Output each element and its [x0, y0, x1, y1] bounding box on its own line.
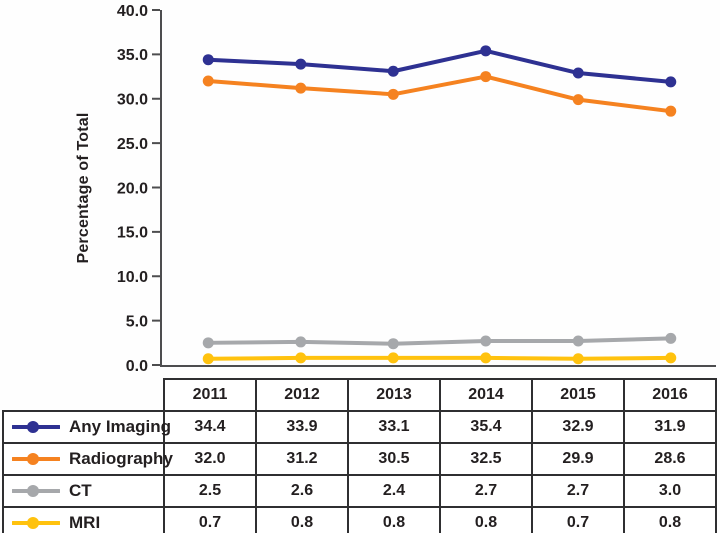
- legend-marker-ct-icon: [12, 485, 60, 497]
- year-header-2011: 2011: [163, 378, 257, 412]
- value-cell-any-imaging-2016: 31.9: [623, 410, 717, 444]
- legend-cell-any-imaging: Any Imaging: [2, 410, 171, 444]
- table-row-radiography: Radiography 32.0 31.2 30.5 32.5 29.9 28.6: [2, 442, 717, 476]
- value-cell-any-imaging-2011: 34.4: [163, 410, 257, 444]
- data-point-any-imaging-2016: [665, 76, 677, 88]
- value-cell-mri-2013: 0.8: [347, 506, 441, 533]
- data-point-radiography-2013: [387, 88, 399, 100]
- table-corner-cell: [3, 379, 164, 411]
- data-point-radiography-2015: [572, 94, 584, 106]
- value-cell-radiography-2011: 32.0: [163, 442, 257, 476]
- y-axis-tick-label: 25.0: [117, 136, 148, 153]
- legend-marker-radiography-icon: [12, 453, 60, 465]
- value-cell-mri-2016: 0.8: [623, 506, 717, 533]
- line-chart: 0.0 5.0 10.0 15.0 20.0 25.0 30.0 35.0 40.0 Percen…: [75, 3, 716, 375]
- data-point-ct-2016: [665, 332, 677, 344]
- data-point-any-imaging-2015: [572, 67, 584, 79]
- legend-marker-any-imaging-icon: [12, 421, 60, 433]
- value-cell-mri-2012: 0.8: [255, 506, 349, 533]
- year-header-2013: 2013: [347, 378, 441, 412]
- y-axis-tick-label: 40.0: [117, 3, 148, 20]
- value-cell-radiography-2015: 29.9: [531, 442, 625, 476]
- legend-cell-ct: CT: [2, 474, 165, 508]
- data-point-mri-2012: [295, 352, 307, 364]
- value-cell-mri-2014: 0.8: [439, 506, 533, 533]
- value-cell-radiography-2016: 28.6: [623, 442, 717, 476]
- value-cell-ct-2012: 2.6: [255, 474, 349, 508]
- y-axis-tick-label: 5.0: [126, 313, 148, 330]
- value-cell-ct-2011: 2.5: [163, 474, 257, 508]
- table-row-any-imaging: Any Imaging 34.4 33.9 33.1 35.4 32.9 31.9: [2, 410, 717, 444]
- value-cell-mri-2015: 0.7: [531, 506, 625, 533]
- data-point-mri-2013: [387, 352, 399, 364]
- data-table: 2011 2012 2013 2014 2015 2016 Any Imaging 34.4 3…: [2, 378, 717, 533]
- series-line-mri: [206, 355, 673, 361]
- value-cell-ct-2015: 2.7: [531, 474, 625, 508]
- year-header-2016: 2016: [623, 378, 717, 412]
- data-point-ct-2012: [295, 336, 307, 348]
- year-header-2014: 2014: [439, 378, 533, 412]
- series-label-any-imaging: Any Imaging: [69, 417, 172, 436]
- value-cell-radiography-2014: 32.5: [439, 442, 533, 476]
- value-cell-ct-2013: 2.4: [347, 474, 441, 508]
- series-label-radiography: Radiography: [69, 449, 173, 468]
- table-row-mri: MRI 0.7 0.8 0.8 0.8 0.7 0.8: [2, 506, 717, 533]
- series-label-ct: CT: [69, 481, 92, 500]
- data-point-radiography-2011: [202, 75, 214, 87]
- data-point-mri-2011: [202, 353, 214, 365]
- legend-marker-mri-icon: [12, 517, 60, 529]
- value-cell-radiography-2013: 30.5: [347, 442, 441, 476]
- series-line-any-imaging: [206, 48, 673, 84]
- data-point-ct-2011: [202, 337, 214, 349]
- value-cell-ct-2016: 3.0: [623, 474, 717, 508]
- value-cell-any-imaging-2015: 32.9: [531, 410, 625, 444]
- value-cell-any-imaging-2012: 33.9: [255, 410, 349, 444]
- data-point-radiography-2012: [295, 82, 307, 94]
- series-label-mri: MRI: [69, 513, 101, 532]
- data-point-any-imaging-2011: [202, 54, 214, 66]
- data-point-ct-2013: [387, 338, 399, 350]
- data-point-radiography-2016: [665, 105, 677, 117]
- year-header-2015: 2015: [531, 378, 625, 412]
- series-line-ct: [206, 336, 673, 346]
- data-point-mri-2015: [572, 353, 584, 365]
- y-axis-title: Percentage of Total: [75, 112, 92, 263]
- table-header-row: 2011 2012 2013 2014 2015 2016: [3, 378, 717, 412]
- value-cell-radiography-2012: 31.2: [255, 442, 349, 476]
- data-point-radiography-2014: [480, 71, 492, 83]
- legend-cell-radiography: Radiography: [2, 442, 173, 476]
- value-cell-any-imaging-2014: 35.4: [439, 410, 533, 444]
- y-axis-tick-label: 0.0: [126, 358, 148, 375]
- table-row-ct: CT 2.5 2.6 2.4 2.7 2.7 3.0: [2, 474, 717, 508]
- y-axis-tick-label: 15.0: [117, 225, 148, 242]
- data-point-any-imaging-2014: [480, 45, 492, 57]
- value-cell-mri-2011: 0.7: [163, 506, 257, 533]
- data-point-any-imaging-2012: [295, 58, 307, 70]
- legend-cell-mri: MRI: [2, 506, 165, 533]
- series-line-radiography: [206, 74, 673, 114]
- y-axis-tick-label: 35.0: [117, 47, 148, 64]
- year-header-2012: 2012: [255, 378, 349, 412]
- value-cell-any-imaging-2013: 33.1: [347, 410, 441, 444]
- value-cell-ct-2014: 2.7: [439, 474, 533, 508]
- data-point-ct-2014: [480, 335, 492, 347]
- data-point-mri-2016: [665, 352, 677, 364]
- y-axis-tick-label: 30.0: [117, 92, 148, 109]
- data-point-mri-2014: [480, 352, 492, 364]
- data-point-ct-2015: [572, 335, 584, 347]
- data-point-any-imaging-2013: [387, 65, 399, 77]
- y-axis-tick-label: 20.0: [117, 180, 148, 197]
- y-axis-tick-label: 10.0: [117, 269, 148, 286]
